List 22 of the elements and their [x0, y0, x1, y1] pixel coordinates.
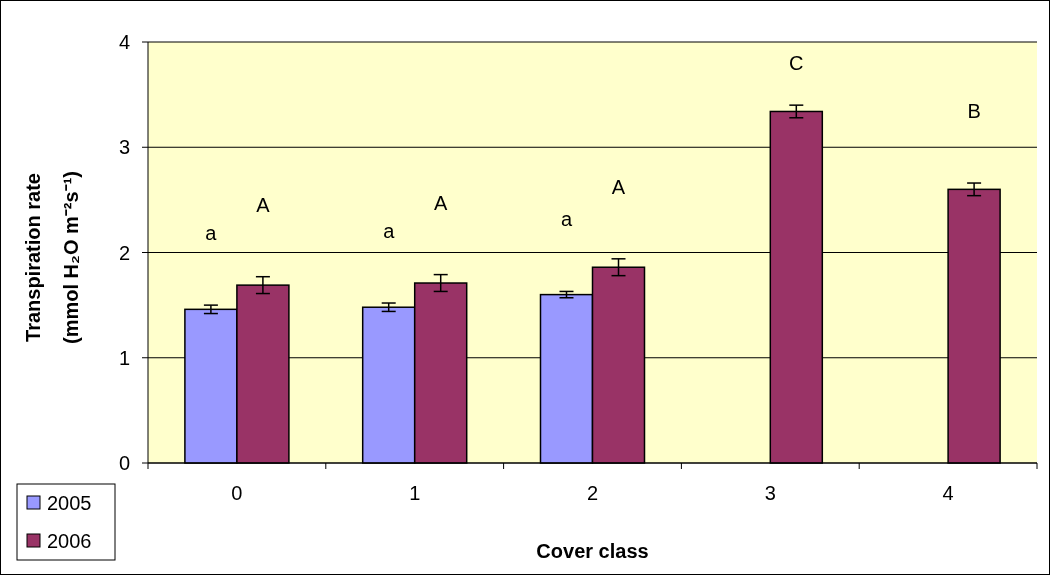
x-tick-label: 3 [764, 482, 776, 504]
y-tick-label: 4 [118, 31, 130, 53]
x-tick-label: 2 [586, 482, 599, 504]
annotation: B [967, 100, 981, 123]
annotation: C [789, 52, 804, 74]
annotation: a [383, 220, 396, 243]
x-axis-title: Cover class [536, 540, 649, 562]
annotation: a [205, 222, 218, 245]
annotation: A [611, 175, 626, 198]
x-tick-label: 4 [942, 482, 954, 504]
annotation: A [434, 191, 449, 214]
legend-label: 2006 [47, 530, 92, 552]
y-tick-label: 3 [118, 136, 130, 159]
annotation: a [560, 208, 573, 231]
y-axis-title: Transpiration rate (mmol H₂O m⁻²s⁻¹) [22, 171, 82, 344]
x-tick-label: 1 [409, 482, 421, 504]
y-tick-label: 1 [118, 346, 130, 369]
y-tick-label: 0 [118, 452, 130, 474]
x-tick-label: 0 [231, 482, 243, 504]
annotation: A [256, 193, 271, 216]
y-tick-label: 2 [118, 241, 130, 264]
legend-label: 2005 [47, 492, 92, 514]
